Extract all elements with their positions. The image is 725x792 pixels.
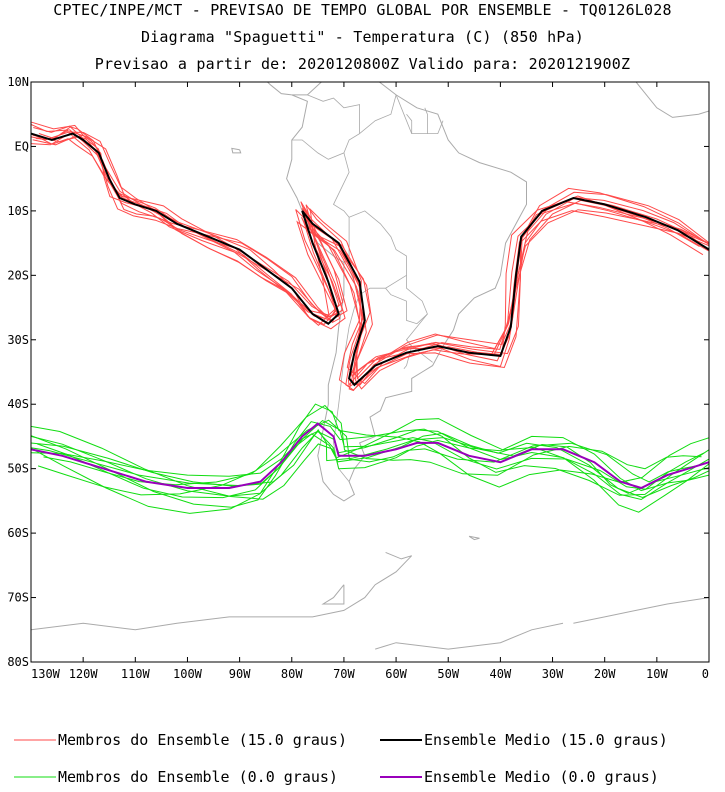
coastline bbox=[375, 622, 564, 650]
country-border bbox=[332, 152, 350, 263]
member-15-line bbox=[31, 133, 709, 386]
legend-label: Ensemble Medio (15.0 graus) bbox=[424, 731, 668, 749]
lon-tick-label: 50W bbox=[437, 667, 459, 681]
lon-tick-label: 0 bbox=[702, 667, 709, 681]
country-border bbox=[359, 94, 397, 134]
lon-tick-label: 60W bbox=[385, 667, 407, 681]
title-line-2: Diagrama "Spaguetti" - Temperatura (C) (… bbox=[140, 28, 585, 46]
country-border bbox=[291, 94, 360, 160]
lon-tick-label: 120W bbox=[69, 667, 99, 681]
lon-tick-label: 90W bbox=[229, 667, 251, 681]
country-border bbox=[348, 210, 407, 296]
coastline bbox=[321, 584, 345, 605]
lon-tick-label: 100W bbox=[173, 667, 203, 681]
coastline bbox=[231, 147, 242, 154]
member-0-line bbox=[31, 421, 709, 508]
lon-tick-label: 40W bbox=[490, 667, 512, 681]
country-border bbox=[395, 94, 444, 134]
lon-tick-label: 130W bbox=[31, 667, 61, 681]
lat-tick-label: 40S bbox=[7, 397, 29, 411]
lon-tick-label: 110W bbox=[121, 667, 151, 681]
coastline bbox=[266, 82, 292, 96]
lat-tick-label: 50S bbox=[7, 462, 29, 476]
legend: Membros do Ensemble (15.0 graus) Ensemble… bbox=[14, 731, 668, 786]
plot-area bbox=[31, 82, 709, 650]
lon-tick-label: 80W bbox=[281, 667, 303, 681]
legend-label: Membros do Ensemble (15.0 graus) bbox=[58, 731, 347, 749]
lat-tick-label: 80S bbox=[7, 655, 29, 669]
mean-0-line bbox=[31, 422, 709, 490]
members-0-contours bbox=[31, 403, 709, 514]
lon-tick-label: 70W bbox=[333, 667, 355, 681]
country-border bbox=[406, 113, 413, 134]
member-15-line bbox=[31, 121, 709, 375]
member-15-line bbox=[33, 125, 707, 379]
member-15-line bbox=[31, 123, 709, 377]
mean-15-line bbox=[31, 132, 709, 387]
coastline bbox=[573, 597, 709, 624]
member-15-line bbox=[38, 130, 700, 385]
member-15-line bbox=[32, 134, 709, 388]
coastline bbox=[31, 551, 413, 631]
member-15-line bbox=[32, 135, 709, 391]
members-15-contours bbox=[31, 121, 709, 392]
lat-tick-label: 10S bbox=[7, 204, 29, 218]
member-0-line bbox=[37, 419, 704, 499]
coastline bbox=[635, 82, 709, 118]
lat-tick-label: EQ bbox=[15, 139, 29, 153]
member-0-line bbox=[31, 430, 709, 492]
mean-0-contour bbox=[31, 422, 709, 490]
member-0-line bbox=[31, 403, 709, 514]
coastlines bbox=[31, 82, 709, 650]
lon-tick-label: 30W bbox=[542, 667, 564, 681]
lat-tick-label: 70S bbox=[7, 591, 29, 605]
lat-tick-label: 60S bbox=[7, 526, 29, 540]
lon-tick-label: 10W bbox=[646, 667, 668, 681]
country-border bbox=[385, 275, 428, 325]
member-0-line bbox=[31, 429, 709, 501]
member-0-line bbox=[43, 419, 698, 486]
member-15-line bbox=[31, 130, 709, 387]
coastline bbox=[468, 535, 480, 541]
lat-tick-label: 10N bbox=[7, 75, 29, 89]
member-15-line bbox=[31, 131, 709, 392]
member-15-line bbox=[35, 126, 704, 386]
title-line-1: CPTEC/INPE/MCT - PREVISAO DE TEMPO GLOBA… bbox=[53, 1, 672, 19]
member-15-line bbox=[35, 135, 704, 390]
lat-tick-label: 30S bbox=[7, 333, 29, 347]
plot-frame bbox=[30, 81, 710, 663]
legend-label: Membros do Ensemble (0.0 graus) bbox=[58, 768, 338, 786]
country-border bbox=[424, 107, 428, 134]
title-line-3: Previsao a partir de: 2020120800Z Valido… bbox=[94, 55, 631, 73]
legend-label: Ensemble Medio (0.0 graus) bbox=[424, 768, 659, 786]
lon-tick-label: 20W bbox=[594, 667, 616, 681]
lat-tick-label: 20S bbox=[7, 268, 29, 282]
mean-15-contour bbox=[31, 132, 709, 387]
